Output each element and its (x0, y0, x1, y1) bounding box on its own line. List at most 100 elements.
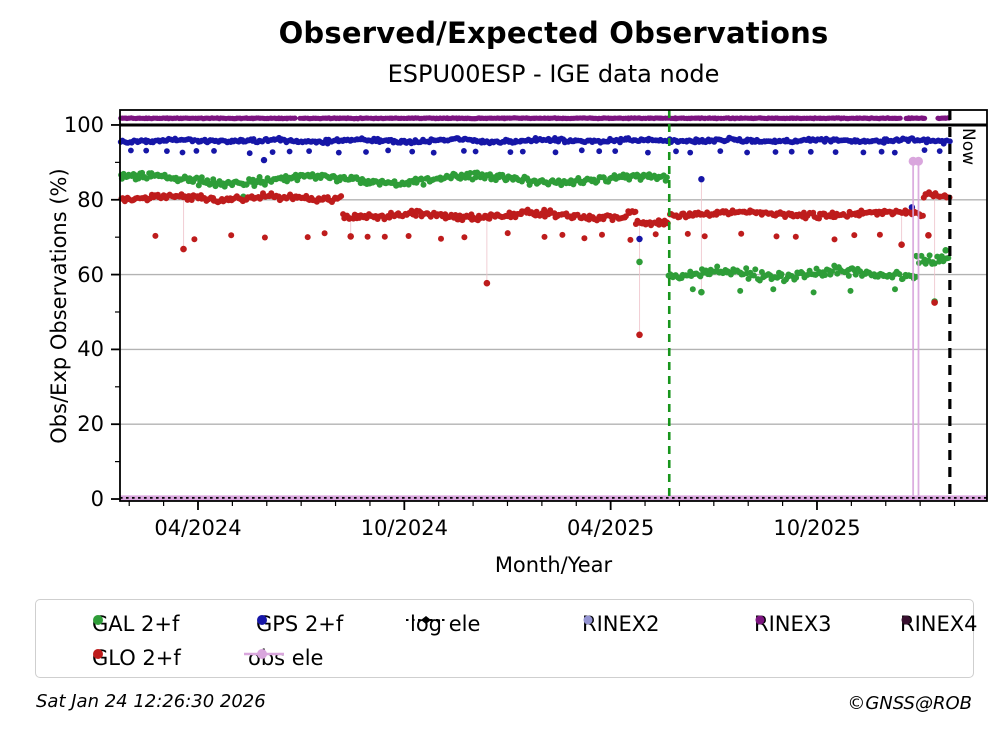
legend-label-glo: GLO 2+f (92, 646, 181, 670)
legend-label-gal: GAL 2+f (92, 612, 180, 636)
data-point (363, 149, 369, 155)
data-point (936, 148, 943, 155)
data-point (507, 149, 514, 156)
data-point (260, 156, 268, 164)
data-point (822, 272, 829, 278)
series-glo-2-f (118, 189, 953, 339)
data-point (474, 169, 481, 176)
data-point (483, 279, 491, 287)
y-tick-label: 60 (77, 262, 104, 287)
data-point (770, 286, 777, 293)
data-point (198, 174, 205, 181)
legend-label-rinex2: RINEX2 (582, 612, 660, 636)
data-point (945, 255, 952, 261)
data-point (931, 299, 938, 306)
data-point (743, 265, 750, 272)
data-point (335, 149, 342, 156)
series-gps-2-f (117, 134, 953, 243)
data-point (409, 148, 416, 155)
data-point (461, 234, 468, 241)
data-point (831, 236, 838, 243)
data-point (127, 147, 134, 154)
data-point (851, 232, 858, 239)
rinex2-marker-icon (583, 615, 593, 625)
data-point (793, 274, 800, 281)
data-point (926, 252, 933, 259)
legend-label-rinex3: RINEX3 (754, 612, 832, 636)
x-tick-label: 10/2025 (773, 516, 861, 540)
glo-marker-icon (93, 649, 103, 659)
y-tick-label: 100 (63, 112, 104, 137)
data-point (852, 271, 859, 278)
legend-item-obsele: obs ele (242, 643, 323, 673)
obs-ele-spike-cap (913, 156, 923, 166)
footer-timestamp: Sat Jan 24 12:26:30 2026 (36, 691, 266, 712)
legend-item-gal: GAL 2+f (86, 609, 179, 639)
data-point (381, 233, 388, 240)
data-point (807, 148, 814, 155)
data-point (596, 148, 603, 155)
data-point (698, 288, 705, 296)
data-point (714, 263, 721, 270)
data-point (304, 234, 311, 241)
data-point (430, 149, 437, 156)
data-point (913, 273, 919, 280)
data-point (942, 247, 949, 254)
obs-ele-marker-icon (244, 649, 284, 659)
gal-marker-icon (93, 615, 103, 625)
x-tick-label: 10/2024 (360, 516, 448, 540)
data-point (632, 208, 639, 215)
data-point (788, 148, 795, 155)
data-point (701, 233, 708, 240)
data-point (461, 148, 467, 154)
data-point (211, 148, 217, 154)
data-point (698, 176, 705, 183)
data-point (891, 149, 898, 156)
data-point (338, 193, 345, 200)
legend-item-gps: GPS 2+f (250, 609, 343, 639)
data-point (738, 230, 745, 237)
data-point (385, 147, 391, 154)
legend-box: GAL 2+f GPS 2+f log ele RINEX2 RINEX3 RINEX4 G… (35, 599, 978, 678)
rinex3-marker-icon (755, 615, 765, 625)
data-point (552, 149, 559, 156)
data-point (472, 174, 479, 181)
log-ele-marker-icon (406, 616, 446, 624)
data-point (180, 245, 187, 253)
data-point (287, 191, 294, 198)
gps-marker-icon (257, 615, 267, 625)
data-point (261, 234, 268, 241)
data-point (792, 233, 799, 240)
data-point (243, 181, 250, 188)
series-gal-2-f (118, 169, 952, 305)
data-point (876, 231, 883, 238)
data-point (663, 174, 670, 181)
data-point (860, 149, 867, 156)
data-point (612, 148, 619, 155)
data-point (191, 236, 198, 243)
data-point (896, 271, 903, 278)
data-point (687, 149, 694, 156)
data-point (204, 177, 211, 184)
legend-item-rinex4: RINEX4 (894, 609, 978, 639)
data-point (179, 149, 186, 156)
data-point (627, 236, 634, 243)
legend-item-rinex2: RINEX2 (576, 609, 660, 639)
data-point (269, 149, 276, 156)
data-point (164, 148, 170, 155)
data-point (246, 150, 253, 157)
data-point (778, 271, 785, 278)
x-axis-title: Month/Year (494, 553, 613, 577)
data-point (744, 149, 750, 156)
data-point (832, 149, 839, 156)
data-point (135, 175, 142, 182)
data-point (581, 235, 588, 242)
data-point (504, 230, 511, 237)
y-tick-label: 80 (77, 187, 104, 212)
data-point (405, 233, 412, 239)
data-point (143, 147, 150, 154)
data-point (412, 212, 419, 219)
data-point (897, 115, 903, 121)
plot-frame (119, 109, 988, 502)
